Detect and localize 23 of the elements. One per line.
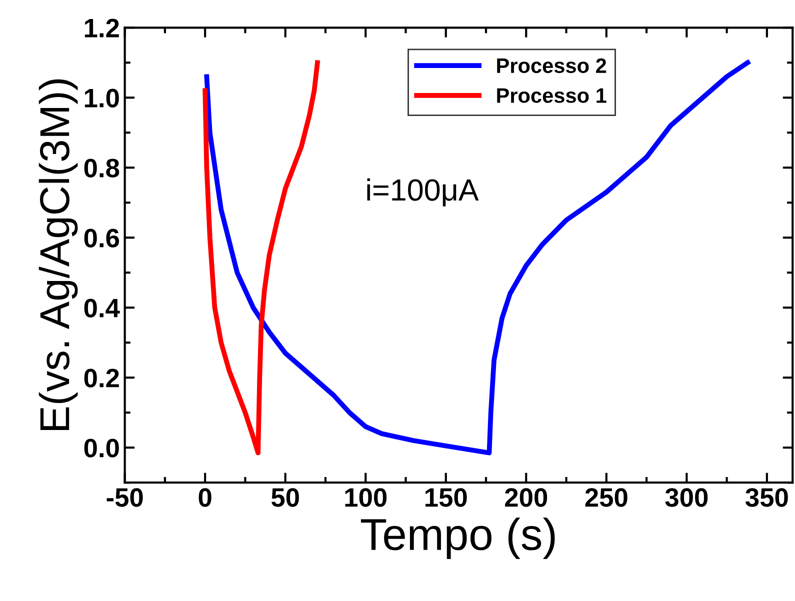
x-tick-label: 150 <box>426 488 467 507</box>
line-series <box>204 60 750 456</box>
x-tick-label: 100 <box>345 488 387 507</box>
x-tick-label: -50 <box>106 488 143 507</box>
annotation: i=100μA <box>367 178 479 206</box>
legend-label: Processo 2 <box>497 58 606 74</box>
y-tick-label: 0.0 <box>84 438 119 458</box>
x-tick-label: 350 <box>746 488 788 507</box>
legend-label: Processo 1 <box>497 88 606 103</box>
y-tick-label: 1.0 <box>84 88 119 108</box>
x-axis-title: Tempo (s) <box>360 518 555 560</box>
line-series <box>202 60 320 456</box>
y-tick-label: 0.8 <box>84 158 120 178</box>
y-tick-label: 0.4 <box>84 298 120 318</box>
x-tick-label: 50 <box>271 488 299 507</box>
y-tick-label: 0.2 <box>84 368 119 388</box>
x-tick-label: 0 <box>198 488 212 507</box>
y-tick-label: 1.2 <box>84 18 119 38</box>
y-axis-title: E(vs. Ag/AgCl(3M)) <box>38 79 78 430</box>
y-tick-label: 0.6 <box>84 228 120 248</box>
x-tick-label: 200 <box>505 488 548 507</box>
x-tick-label: 300 <box>665 488 708 507</box>
x-tick-label: 250 <box>585 488 628 507</box>
